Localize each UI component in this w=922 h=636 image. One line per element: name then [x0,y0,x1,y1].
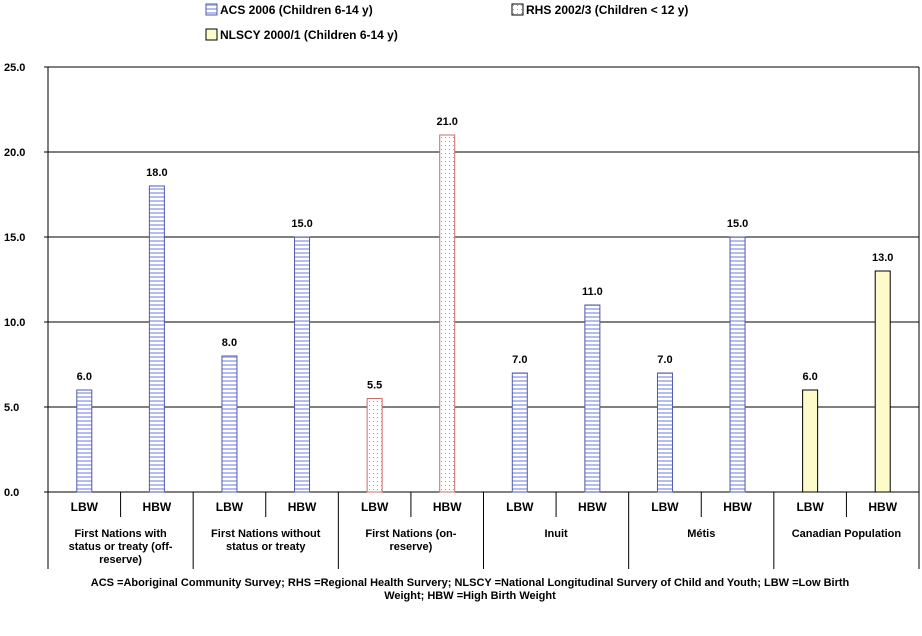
y-tick-label: 20.0 [4,147,25,159]
bar-value-label: 8.0 [222,337,237,349]
x-category-label: HBW [578,500,607,514]
y-tick-label: 0.0 [4,487,19,499]
group-label-line: Canadian Population [792,528,902,540]
y-tick-label: 5.0 [4,402,19,414]
bar [729,236,746,493]
group-label-line: status or treaty (off- [69,541,173,553]
footnote-line: Weight; HBW =High Birth Weight [384,590,556,602]
bar-value-label: 7.0 [512,354,527,366]
legend-swatch-1 [205,3,218,16]
bar-value-label: 18.0 [146,167,167,179]
x-category-label: LBW [651,500,679,514]
bar-value-label: 6.0 [802,371,817,383]
bar [76,389,93,493]
bar-value-label: 6.0 [77,371,92,383]
bar-value-label: 7.0 [657,354,672,366]
group-label-line: First Nations without [211,528,321,540]
bar [874,270,891,493]
bar [221,355,238,493]
bar-value-label: 5.5 [367,380,382,392]
group-label-line: reserve) [99,554,142,566]
legend-label-3: NLSCY 2000/1 (Children 6-14 y) [220,28,398,42]
bar [511,372,528,493]
bar-value-label: 15.0 [727,218,748,230]
y-tick-label: 25.0 [4,62,25,74]
legend: ACS 2006 (Children 6-14 y) RHS 2002/3 (Ch… [205,3,688,42]
x-category-label: LBW [506,500,534,514]
legend-swatch-2 [511,3,524,16]
bar [439,134,456,493]
group-label-line: First Nations with [74,528,167,540]
x-category-label: HBW [433,500,462,514]
bars: 6.0 18.0 8.0 15.0 5.5 21.0 7.0 11.0 7.0 15.0 6.0 13… [76,116,893,493]
bar [294,236,311,493]
bar-value-label: 21.0 [436,116,457,128]
group-label-line: reserve) [390,541,433,553]
bar [656,372,673,493]
group-label-line: Inuit [544,528,568,540]
bar-value-label: 13.0 [872,252,893,264]
footnote: ACS =Aboriginal Community Survey; RHS =R… [91,577,850,602]
x-category-label: HBW [868,500,897,514]
x-category-label: LBW [361,500,389,514]
y-tick-label: 15.0 [4,232,25,244]
group-label-line: First Nations (on- [365,528,456,540]
group-label-line: status or treaty [226,541,306,553]
y-tick-label: 10.0 [4,317,25,329]
bar-value-label: 15.0 [291,218,312,230]
group-label-line: Métis [687,528,715,540]
footnote-line: ACS =Aboriginal Community Survey; RHS =R… [91,577,850,589]
x-category-label: HBW [723,500,752,514]
legend-swatch-3 [205,28,218,41]
bar [148,185,165,493]
bar-value-label: 11.0 [582,286,603,298]
bar [366,398,383,493]
x-category-label: LBW [216,500,244,514]
gridlines [48,66,920,493]
legend-label-1: ACS 2006 (Children 6-14 y) [220,3,373,17]
legend-label-2: RHS 2002/3 (Children < 12 y) [526,3,688,17]
y-axis: 0.0 5.0 10.0 15.0 20.0 25.0 [4,62,49,499]
bar [802,389,819,493]
x-category-label: HBW [288,500,317,514]
x-category-label: LBW [796,500,824,514]
bar [584,304,601,493]
x-category-label: LBW [71,500,99,514]
x-category-label: HBW [143,500,172,514]
